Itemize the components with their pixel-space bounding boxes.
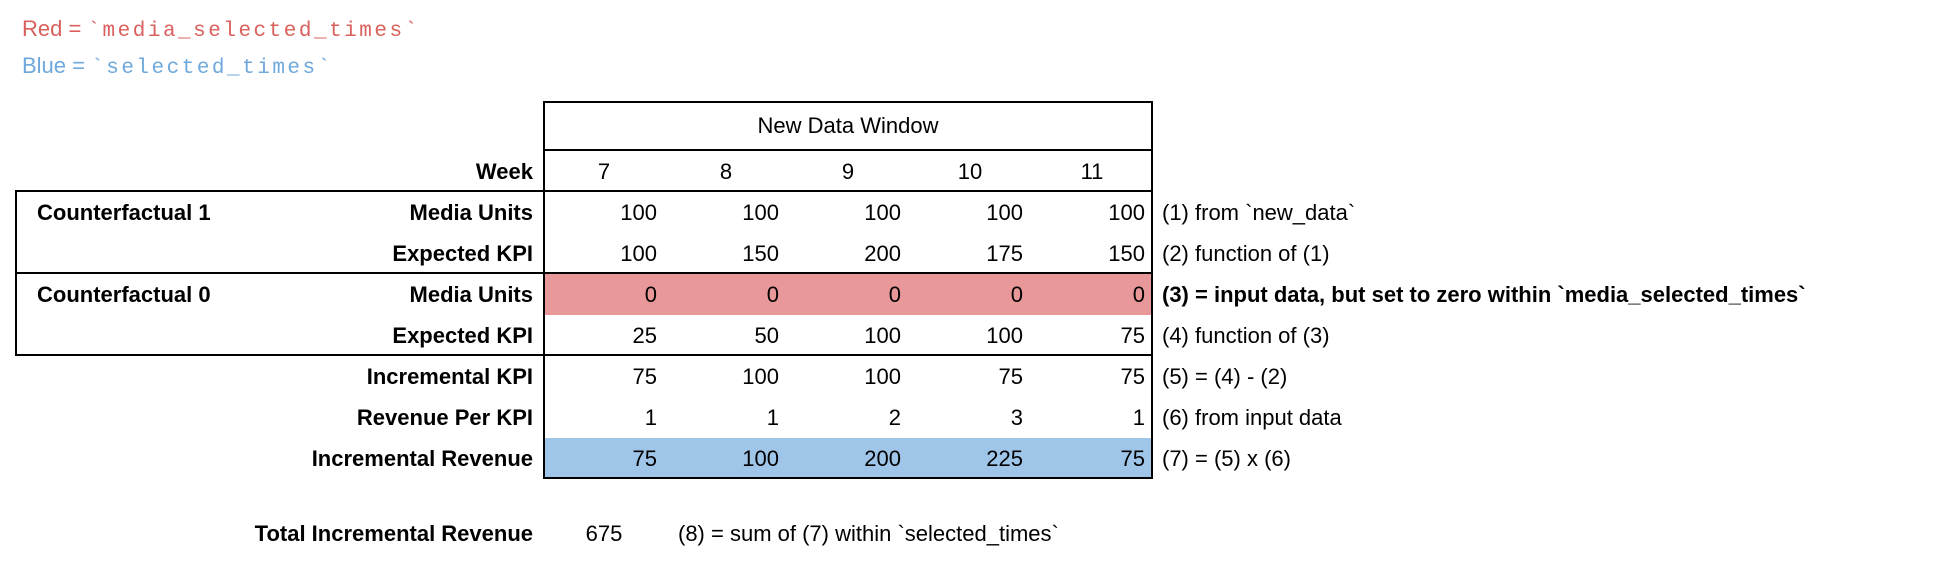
- row-group-label: Counterfactual 0: [37, 282, 211, 307]
- data-cell: 75: [1120, 446, 1145, 471]
- row-group-label: Counterfactual 1: [37, 200, 211, 225]
- data-cell: 100: [620, 200, 657, 225]
- data-cell: 100: [742, 364, 779, 389]
- week-cell: 8: [719, 159, 733, 184]
- week-cell: 11: [1080, 159, 1104, 184]
- data-cell: 100: [986, 323, 1023, 348]
- week-cell: 10: [957, 159, 983, 184]
- red-highlight-strip: [543, 274, 1153, 315]
- data-cell: 100: [742, 446, 779, 471]
- data-cell: 200: [864, 446, 901, 471]
- row-annotation: (1) from `new_data`: [1162, 200, 1356, 225]
- data-cell: 3: [1010, 405, 1023, 430]
- legend-red-label: Red =: [22, 16, 88, 41]
- row-label: Incremental KPI: [366, 364, 533, 389]
- table-row: Counterfactual 1 Media Units 100 100 100…: [0, 192, 1960, 233]
- data-cell: 100: [620, 241, 657, 266]
- row-annotation: (4) function of (3): [1162, 323, 1330, 348]
- row-label: Revenue Per KPI: [356, 405, 533, 430]
- data-cell: 1: [644, 405, 657, 430]
- data-cell: 100: [742, 200, 779, 225]
- table-row: Expected KPI 100 150 200 175 150 (2) fun…: [0, 233, 1960, 274]
- row-annotation: (5) = (4) - (2): [1162, 364, 1288, 389]
- table-row: Expected KPI 25 50 100 100 75 (4) functi…: [0, 315, 1960, 356]
- row-label: Expected KPI: [392, 241, 533, 266]
- table-row: Revenue Per KPI 1 1 2 3 1 (6) from input…: [0, 397, 1960, 438]
- data-cell: 150: [742, 241, 779, 266]
- table-header: New Data Window: [757, 113, 939, 138]
- week-label: Week: [475, 159, 533, 184]
- data-cell: 0: [644, 282, 657, 307]
- row-annotation: (6) from input data: [1162, 405, 1342, 430]
- data-cell: 75: [632, 364, 657, 389]
- data-cell: 75: [1120, 364, 1145, 389]
- data-cell: 0: [766, 282, 779, 307]
- week-cell: 9: [841, 159, 855, 184]
- legend-red-code: `media_selected_times`: [87, 20, 420, 43]
- data-cell: 175: [986, 241, 1023, 266]
- data-cell: 0: [888, 282, 901, 307]
- data-cell: 0: [1132, 282, 1145, 307]
- total-label: Total Incremental Revenue: [254, 521, 533, 546]
- data-cell: 1: [1132, 405, 1145, 430]
- data-cell: 200: [864, 241, 901, 266]
- row-label: Media Units: [409, 282, 533, 307]
- data-cell: 100: [986, 200, 1023, 225]
- data-cell: 225: [986, 446, 1023, 471]
- data-cell: 2: [888, 405, 901, 430]
- row-label: Media Units: [409, 200, 533, 225]
- row-annotation: (7) = (5) x (6): [1162, 446, 1291, 471]
- row-annotation: (3) = input data, but set to zero within…: [1162, 282, 1806, 307]
- data-cell: 150: [1108, 241, 1145, 266]
- data-cell: 75: [1120, 323, 1145, 348]
- data-cell: 75: [632, 446, 657, 471]
- data-cell: 100: [864, 364, 901, 389]
- week-row: Week 7 8 9 10 11: [0, 151, 1960, 192]
- legend-red-line: Red = `media_selected_times`: [22, 10, 420, 47]
- table-row-highlight-blue: Incremental Revenue 75 100 200 225 75 (7…: [0, 438, 1960, 479]
- legend-blue-code: `selected_times`: [91, 57, 333, 80]
- data-cell: 0: [1010, 282, 1023, 307]
- row-label: Incremental Revenue: [311, 446, 533, 471]
- week-cell: 7: [597, 159, 611, 184]
- data-cell: 100: [864, 200, 901, 225]
- total-value: 675: [585, 521, 623, 546]
- total-row: Total Incremental Revenue 675 (8) = sum …: [0, 513, 1960, 554]
- data-cell: 25: [632, 323, 657, 348]
- color-legend: Red = `media_selected_times` Blue = `sel…: [22, 10, 420, 84]
- table-row: Incremental KPI 75 100 100 75 75 (5) = (…: [0, 356, 1960, 397]
- data-cell: 100: [864, 323, 901, 348]
- blue-highlight-strip: [543, 438, 1153, 479]
- data-cell: 75: [998, 364, 1023, 389]
- data-cell: 1: [766, 405, 779, 430]
- row-annotation: (2) function of (1): [1162, 241, 1330, 266]
- legend-blue-line: Blue = `selected_times`: [22, 47, 420, 84]
- total-annotation: (8) = sum of (7) within `selected_times`: [678, 521, 1059, 546]
- legend-blue-label: Blue =: [22, 53, 92, 78]
- table-row-highlight-red: Counterfactual 0 Media Units 0 0 0 0 0 (…: [0, 274, 1960, 315]
- data-cell: 50: [754, 323, 779, 348]
- row-label: Expected KPI: [392, 323, 533, 348]
- data-cell: 100: [1108, 200, 1145, 225]
